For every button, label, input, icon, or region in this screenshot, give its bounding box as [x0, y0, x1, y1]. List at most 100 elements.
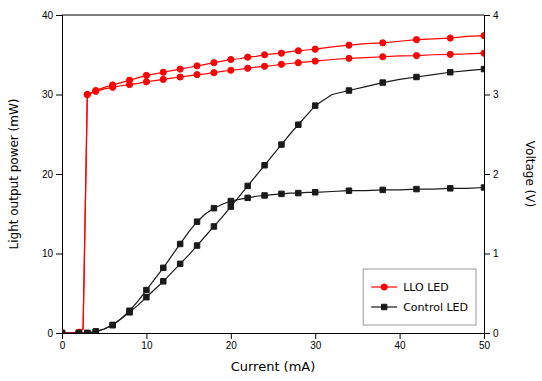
- y-axis-title: Light output power (mW): [7, 99, 21, 250]
- tick: 20: [226, 333, 238, 351]
- marker: [278, 61, 284, 67]
- marker: [194, 243, 199, 248]
- tick-label: 1: [493, 248, 499, 259]
- tick-mark: [484, 254, 490, 255]
- marker: [312, 58, 318, 64]
- tick-mark: [56, 333, 62, 334]
- tick-label: 20: [226, 340, 238, 351]
- marker: [228, 198, 233, 203]
- legend-box: [363, 269, 476, 325]
- axis-line: [485, 16, 491, 334]
- y2-axis-title: Voltage (V): [523, 141, 537, 207]
- tick-label: 10: [42, 248, 54, 259]
- marker: [110, 322, 115, 327]
- tick-mark: [56, 254, 62, 255]
- marker: [211, 224, 216, 229]
- marker: [413, 37, 419, 43]
- y-axis: 010203040: [42, 10, 63, 339]
- series: [62, 66, 484, 333]
- marker: [76, 330, 82, 333]
- marker: [346, 188, 351, 193]
- legend-label: LLO LED: [403, 281, 449, 294]
- marker: [296, 122, 301, 127]
- marker: [177, 261, 182, 266]
- marker: [278, 50, 284, 56]
- marker: [312, 103, 317, 108]
- marker: [481, 50, 484, 56]
- marker: [245, 65, 251, 71]
- marker: [380, 187, 385, 192]
- marker: [177, 241, 182, 246]
- tick-mark: [484, 15, 490, 16]
- marker: [447, 51, 453, 57]
- marker: [194, 219, 199, 224]
- marker: [262, 163, 267, 168]
- marker: [245, 54, 251, 60]
- tick-mark: [56, 15, 62, 16]
- marker: [144, 294, 149, 299]
- tick: 10: [141, 333, 153, 351]
- marker: [262, 193, 267, 198]
- marker: [62, 330, 65, 333]
- tick-mark: [484, 333, 490, 334]
- marker: [93, 329, 98, 333]
- frame: [62, 15, 484, 16]
- marker: [76, 330, 81, 333]
- marker: [85, 330, 90, 333]
- tick: 0: [47, 328, 62, 339]
- marker: [245, 195, 250, 200]
- tick-mark: [484, 174, 490, 175]
- marker: [245, 183, 250, 188]
- tick-label: 40: [395, 340, 407, 351]
- marker: [380, 40, 386, 46]
- tick-mark: [400, 333, 401, 339]
- marker: [143, 72, 149, 78]
- tick-mark: [56, 174, 62, 175]
- marker: [127, 308, 132, 313]
- marker: [312, 46, 318, 52]
- marker: [76, 330, 81, 333]
- marker: [93, 88, 99, 94]
- marker: [279, 191, 284, 196]
- marker: [93, 87, 99, 93]
- marker: [481, 66, 484, 71]
- tick-label: 20: [42, 169, 54, 180]
- series: [62, 33, 484, 333]
- marker: [126, 77, 132, 83]
- marker: [110, 322, 115, 327]
- legend-marker: [381, 284, 387, 290]
- series-line: [62, 188, 484, 333]
- tick-mark: [231, 333, 232, 339]
- tick-label: 4: [493, 10, 499, 21]
- marker: [413, 52, 419, 58]
- tick: 40: [395, 333, 407, 351]
- marker: [346, 88, 351, 93]
- tick-label: 40: [42, 10, 54, 21]
- marker: [261, 52, 267, 58]
- legend: LLO LED Control LED: [363, 269, 476, 325]
- marker: [84, 91, 90, 97]
- tick: 3: [484, 89, 499, 100]
- marker: [161, 279, 166, 284]
- legend-label: Control LED: [403, 301, 468, 314]
- tick-mark: [315, 333, 316, 339]
- marker: [194, 72, 200, 78]
- marker: [62, 330, 65, 333]
- marker: [279, 142, 284, 147]
- tick: 40: [42, 10, 62, 21]
- tick-label: 2: [493, 169, 499, 180]
- marker: [481, 33, 484, 39]
- marker: [380, 80, 385, 85]
- tick-label: 0: [60, 340, 66, 351]
- marker: [481, 185, 484, 190]
- marker: [93, 329, 98, 333]
- tick: 20: [42, 169, 62, 180]
- marker: [160, 69, 166, 75]
- marker: [414, 186, 419, 191]
- x-axis-title: Current (mA): [231, 359, 316, 374]
- marker: [62, 330, 65, 333]
- tick: 4: [484, 10, 499, 21]
- series-line: [62, 53, 484, 333]
- axis-line: [63, 334, 485, 340]
- marker: [144, 287, 149, 292]
